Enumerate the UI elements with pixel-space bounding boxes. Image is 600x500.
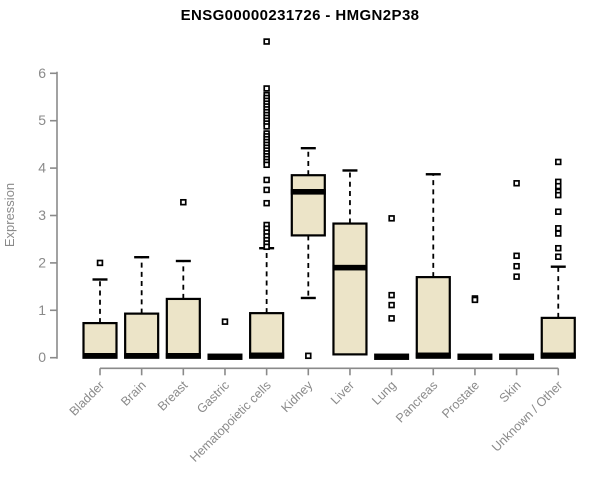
x-category-label: Breast [155,378,191,414]
outlier-point [263,85,270,92]
outlier-point [263,243,270,251]
median-bar [249,352,285,359]
box-group-pancreas [415,173,451,359]
outlier-point [388,315,395,322]
iqr-box [124,312,160,359]
box-group-prostate [457,295,493,360]
median-bar [124,353,160,359]
y-tick-label: 0 [38,349,46,365]
iqr-box [290,174,326,237]
y-tick-label: 3 [38,207,46,223]
box-group-breast [165,198,201,359]
box-group-unknown-other [540,158,576,359]
plot-layer [82,38,576,360]
collapsed-box-bar [374,353,410,360]
median-bar [82,353,118,359]
x-category-label: Prostate [439,378,482,421]
box-group-lung [374,215,410,360]
outlier-point [555,230,562,237]
outlier-point [555,225,562,232]
outlier-point [388,291,395,299]
y-tick-label: 4 [38,160,46,176]
outlier-point [180,198,187,206]
x-category-label: Unknown / Other [489,378,565,454]
x-category-label: Gastric [194,378,232,416]
y-tick-label: 5 [38,112,46,128]
outlier-point [263,123,270,130]
collapsed-box-bar [207,353,243,360]
iqr-box [249,312,285,359]
box-group-liver [332,169,368,356]
outlier-point [263,199,270,207]
outlier-point [471,296,479,304]
outlier-point [96,259,104,267]
iqr-box [82,321,118,359]
median-bar [332,264,368,271]
y-axis-label: Expression [2,183,17,247]
x-category-label: Liver [328,378,357,407]
outlier-point [555,182,562,190]
axes-layer: 0 1 2 3 4 5 6 Bladder Brain Breast GastricHematopo… [38,65,565,465]
outlier-point [263,38,270,45]
outlier-point [555,208,562,215]
outlier-point [513,252,520,260]
iqr-box [165,297,201,359]
outlier-point [263,161,270,169]
collapsed-box-bar [499,353,535,360]
median-bar [165,353,201,359]
x-category-label: Lung [369,378,399,408]
collapsed-box-bar [457,353,493,360]
outlier-point [555,244,562,252]
outlier-point [388,215,395,222]
box-group-gastric [207,318,243,360]
x-category-label: Bladder [67,378,107,418]
x-category-label: Pancreas [393,378,440,425]
median-bar [540,352,576,359]
median-bar [290,189,326,195]
box-group-brain [124,256,160,359]
x-category-label: Brain [118,378,149,409]
iqr-box [332,222,368,356]
outlier-point [263,186,270,194]
outlier-point [555,191,562,199]
outlier-point [555,253,562,260]
outlier-point [555,158,562,166]
outlier-point [305,352,312,360]
x-category-label: Skin [497,378,524,405]
iqr-box [415,276,451,359]
box-group-hematopoietic-cells [249,38,285,359]
box-group-bladder [82,259,118,359]
y-tick-label: 2 [38,254,46,270]
outlier-point [221,318,229,325]
x-category-label: Kidney [278,378,315,415]
outlier-point [513,262,520,270]
y-tick-label: 1 [38,302,46,318]
outlier-point [513,273,520,280]
median-bar [415,352,451,359]
chart-title: ENSG00000231726 - HMGN2P38 [181,7,420,24]
outlier-point [388,301,395,309]
outlier-point [513,180,520,187]
outlier-point [263,176,270,184]
iqr-box [540,316,576,359]
y-tick-label: 6 [38,65,46,81]
box-group-skin [499,180,535,360]
x-category-label: Hematopoietic cells [187,378,274,465]
box-group-kidney [290,146,326,360]
